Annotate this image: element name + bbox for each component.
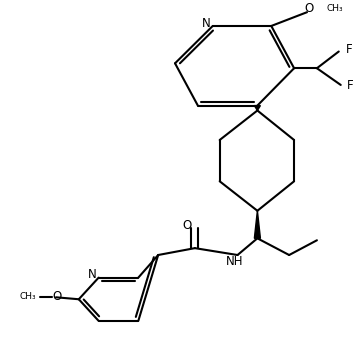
Text: NH: NH bbox=[226, 255, 243, 268]
Text: N: N bbox=[202, 17, 211, 30]
Text: F: F bbox=[345, 43, 352, 56]
Text: O: O bbox=[304, 2, 313, 15]
Text: CH₃: CH₃ bbox=[326, 4, 343, 14]
Polygon shape bbox=[255, 211, 260, 238]
Text: F: F bbox=[347, 79, 354, 92]
Polygon shape bbox=[255, 105, 260, 111]
Text: O: O bbox=[52, 290, 61, 303]
Text: CH₃: CH₃ bbox=[20, 292, 37, 301]
Text: O: O bbox=[183, 219, 192, 232]
Text: N: N bbox=[88, 268, 97, 282]
